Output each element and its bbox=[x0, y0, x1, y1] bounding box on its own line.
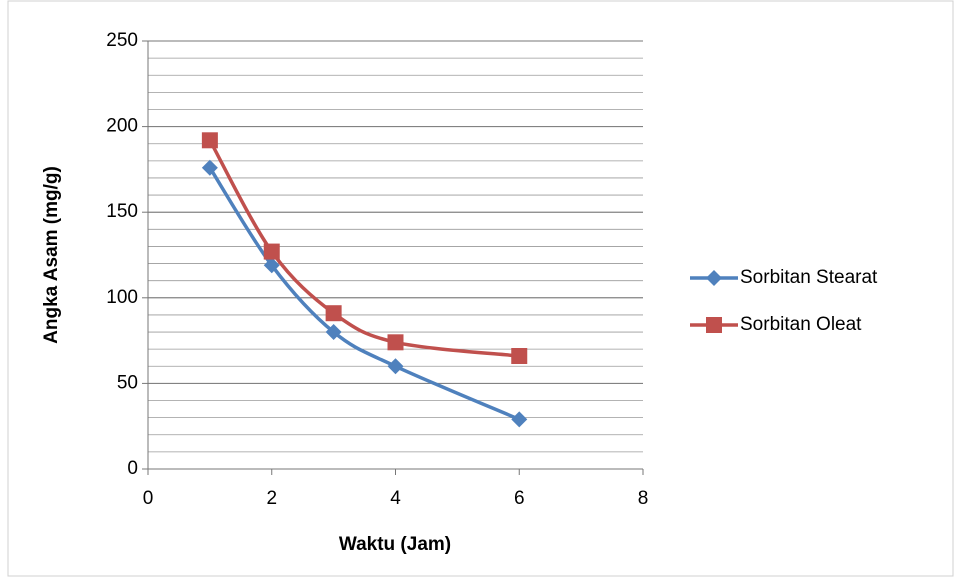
y-tick-label: 150 bbox=[106, 201, 138, 222]
x-tick-label: 0 bbox=[143, 488, 154, 509]
point bbox=[202, 132, 218, 148]
y-tick-label: 200 bbox=[106, 116, 138, 137]
x-tick-label: 2 bbox=[266, 488, 277, 509]
legend-label: Sorbitan Oleat bbox=[740, 314, 862, 335]
legend-label: Sorbitan Stearat bbox=[740, 267, 878, 288]
legend-marker bbox=[706, 317, 722, 333]
x-tick-label: 8 bbox=[638, 488, 649, 509]
point bbox=[511, 348, 527, 364]
point bbox=[388, 334, 404, 350]
point bbox=[326, 305, 342, 321]
y-tick-label: 100 bbox=[106, 287, 138, 308]
x-axis-label: Waktu (Jam) bbox=[339, 534, 451, 555]
y-tick-label: 50 bbox=[117, 372, 138, 393]
x-tick-label: 6 bbox=[514, 488, 525, 509]
point bbox=[264, 244, 280, 260]
y-axis-label: Angka Asam (mg/g) bbox=[41, 166, 62, 344]
chart: Waktu (Jam) Angka Asam (mg/g) 0 50 100 150 2… bbox=[0, 0, 954, 577]
y-tick-label: 0 bbox=[127, 458, 138, 479]
y-tick-label: 250 bbox=[106, 30, 138, 51]
x-tick-label: 4 bbox=[390, 488, 401, 509]
